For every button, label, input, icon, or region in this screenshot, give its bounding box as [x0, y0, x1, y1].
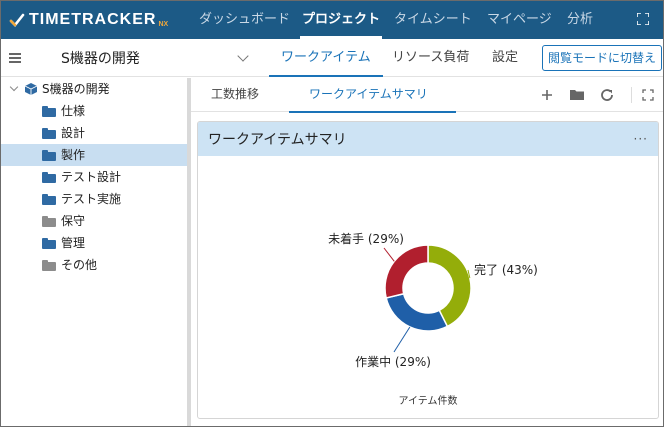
tree-item-spec[interactable]: 仕様	[1, 100, 187, 122]
expand-icon[interactable]	[637, 13, 649, 25]
chevron-down-icon	[237, 50, 249, 62]
project-selector[interactable]: S機器の開発	[41, 47, 251, 69]
nav-timesheet[interactable]: タイムシート	[394, 12, 472, 27]
tab-effort-trend[interactable]: 工数推移	[211, 87, 260, 101]
tree-item-test-design[interactable]: テスト設計	[1, 166, 187, 188]
x-axis-label: アイテム件数	[399, 394, 458, 407]
refresh-icon[interactable]	[599, 87, 615, 103]
project-tree: S機器の開発 仕様設計製作テスト設計テスト実施保守管理その他	[1, 78, 187, 426]
nav-analysis[interactable]: 分析	[567, 12, 594, 27]
folder-icon	[42, 128, 56, 139]
slice-label: 作業中 (29%)	[355, 354, 431, 369]
tree-item-label: その他	[61, 258, 98, 272]
slice-in-progress[interactable]	[385, 292, 449, 332]
panel-header: ワークアイテムサマリ ···	[198, 122, 658, 156]
browse-mode-button[interactable]: 閲覧モードに切替え	[542, 45, 662, 71]
tree-item-label: 保守	[61, 214, 86, 228]
tree-item-test-run[interactable]: テスト実施	[1, 188, 187, 210]
tree-item-label: テスト実施	[61, 192, 122, 206]
folder-icon	[42, 238, 56, 249]
tree-item-label: 設計	[61, 126, 86, 140]
project-name: S機器の開発	[61, 51, 140, 67]
slice-completed[interactable]	[427, 244, 472, 328]
folder-icon	[42, 260, 56, 271]
tree-item-build[interactable]: 製作	[1, 144, 187, 166]
logo[interactable]: TIMETRACKER NX	[9, 9, 168, 31]
nav-mypage[interactable]: マイページ	[487, 12, 552, 27]
nav-dashboard[interactable]: ダッシュボード	[199, 12, 291, 27]
logo-check-icon	[9, 13, 25, 27]
tree-item-design[interactable]: 設計	[1, 122, 187, 144]
logo-suffix: NX	[158, 20, 169, 28]
cube-icon	[24, 83, 38, 95]
tree-item-label: 管理	[61, 236, 86, 250]
tab-resource-load[interactable]: リソース負荷	[392, 50, 470, 65]
summary-panel: ワークアイテムサマリ ··· 完了 (43%) 作業中 (29%) 未着手 (29%…	[197, 121, 659, 419]
tab-settings[interactable]: 設定	[492, 50, 519, 65]
top-navigation: TIMETRACKER NX ダッシュボード プロジェクト タイムシート マイペ…	[1, 1, 663, 39]
plus-icon[interactable]	[539, 87, 555, 103]
slice-label: 完了 (43%)	[474, 262, 538, 277]
tree-item-other[interactable]: その他	[1, 254, 187, 276]
slice-not-started[interactable]	[384, 244, 429, 299]
panel-title: ワークアイテムサマリ	[208, 132, 347, 148]
view-tabs: 工数推移 ワークアイテムサマリ	[191, 78, 663, 113]
tab-work-items[interactable]: ワークアイテム	[269, 39, 383, 77]
tree-root-label: S機器の開発	[42, 82, 110, 96]
main-area: 工数推移 ワークアイテムサマリ ワークアイテムサマリ ··· 完了 (43%	[191, 78, 663, 426]
caret-down-icon[interactable]	[9, 82, 19, 92]
leader-line	[467, 269, 471, 279]
slice-label: 未着手 (29%)	[328, 231, 404, 246]
folder-icon	[42, 150, 56, 161]
folder-icon[interactable]	[569, 87, 585, 103]
tree-root[interactable]: S機器の開発	[1, 78, 187, 100]
tree-item-label: 製作	[61, 148, 86, 162]
tree-item-label: 仕様	[61, 104, 86, 118]
donut-chart: 完了 (43%) 作業中 (29%) 未着手 (29%) アイテム件数	[328, 231, 538, 407]
splitter-handle[interactable]	[187, 78, 191, 426]
folder-icon	[42, 106, 56, 117]
folder-icon	[42, 172, 56, 183]
nav-project[interactable]: プロジェクト	[299, 1, 383, 39]
more-options-icon[interactable]: ···	[633, 132, 648, 146]
logo-text: TIMETRACKER	[29, 11, 157, 28]
fullscreen-icon[interactable]	[640, 87, 656, 103]
tree-item-maintenance[interactable]: 保守	[1, 210, 187, 232]
tree-item-label: テスト設計	[61, 170, 122, 184]
leader-line	[393, 326, 411, 353]
folder-icon	[42, 216, 56, 227]
toolbar-divider	[631, 87, 632, 103]
leader-line	[383, 247, 395, 262]
tab-work-item-summary[interactable]: ワークアイテムサマリ	[289, 78, 456, 113]
folder-icon	[42, 194, 56, 205]
hamburger-menu-icon[interactable]	[9, 53, 21, 63]
tree-item-management[interactable]: 管理	[1, 232, 187, 254]
